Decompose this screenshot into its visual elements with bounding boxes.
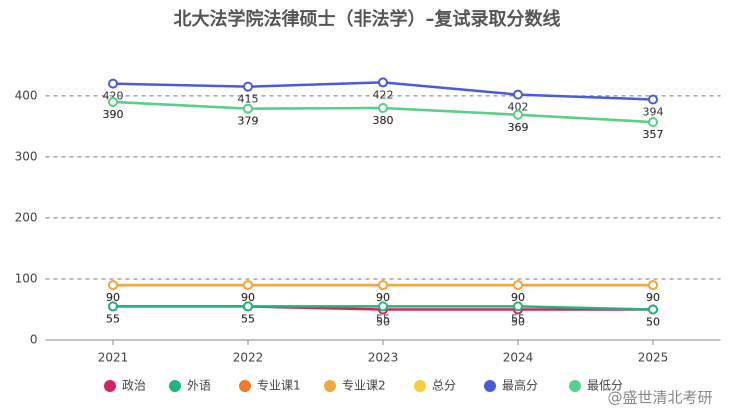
- point: [378, 103, 388, 114]
- data-label: 90: [646, 291, 660, 304]
- data-label: 379: [238, 115, 259, 128]
- x-tick-label: 2021: [98, 351, 129, 365]
- point: [108, 301, 118, 312]
- data-label: 90: [241, 291, 255, 304]
- point: [108, 96, 118, 107]
- data-label: 55: [511, 312, 525, 325]
- data-label: 50: [376, 315, 390, 328]
- data-label: 90: [106, 291, 120, 304]
- data-label: 402: [508, 101, 529, 114]
- y-tick-label: 0: [30, 333, 38, 347]
- point: [513, 301, 523, 312]
- data-label: 90: [511, 291, 525, 304]
- data-label: 90: [376, 291, 390, 304]
- data-label: 380: [373, 114, 394, 127]
- point: [378, 77, 388, 88]
- legend-swatch: [169, 380, 181, 392]
- data-label: 90: [106, 291, 120, 304]
- x-tick-label: 2023: [368, 351, 399, 365]
- data-label: 50: [646, 315, 660, 328]
- legend-swatch: [239, 380, 251, 392]
- y-tick-label: 100: [15, 271, 38, 285]
- data-label: 369: [508, 121, 529, 134]
- data-label: 55: [376, 312, 390, 325]
- data-label: 420: [103, 90, 124, 103]
- watermark: @盛世清北考研: [607, 389, 712, 407]
- chart-title: 北大法学院法律硕士（非法学）–复试录取分数线: [174, 8, 561, 30]
- legend-label: 最高分: [502, 378, 538, 393]
- point: [513, 280, 523, 291]
- data-label: 55: [106, 312, 120, 325]
- legend-label: 最低分: [587, 379, 623, 393]
- legend-swatch: [104, 380, 116, 392]
- point: [513, 89, 523, 100]
- point: [243, 280, 253, 291]
- point: [648, 280, 658, 291]
- data-label: 369: [508, 121, 529, 134]
- x-tick-label: 2022: [233, 351, 264, 365]
- x-tick-label: 2025: [638, 351, 669, 365]
- data-label: 90: [511, 291, 525, 304]
- point: [243, 81, 253, 92]
- data-label: 50: [511, 315, 525, 328]
- point: [513, 109, 523, 120]
- x-tick-label: 2024: [503, 351, 534, 365]
- point: [243, 103, 253, 114]
- point: [648, 94, 658, 105]
- data-label: 379: [238, 115, 259, 128]
- data-label: 390: [103, 108, 124, 121]
- data-label: 422: [373, 88, 394, 101]
- y-tick-label: 400: [15, 88, 38, 102]
- point: [243, 301, 253, 312]
- point: [648, 304, 658, 315]
- data-label: 90: [646, 291, 660, 304]
- data-label: 55: [241, 312, 255, 325]
- data-label: 50: [646, 315, 660, 328]
- data-label: 90: [376, 291, 390, 304]
- data-label: 394: [643, 105, 664, 118]
- y-tick-label: 200: [15, 210, 38, 224]
- legend-label: 外语: [187, 379, 211, 393]
- legend-swatch: [484, 380, 496, 392]
- legend-label: 政治: [122, 379, 146, 393]
- data-label: 90: [241, 291, 255, 304]
- legend-label: 总分: [432, 379, 456, 393]
- data-label: 415: [238, 93, 259, 106]
- data-label: 357: [643, 128, 664, 141]
- data-label: 55: [241, 312, 255, 325]
- data-label: 55: [106, 312, 120, 325]
- data-label: 357: [643, 128, 664, 141]
- data-label: 380: [373, 114, 394, 127]
- point: [378, 301, 388, 312]
- point: [378, 280, 388, 291]
- legend-label: 专业课1: [257, 378, 301, 393]
- legend-swatch: [414, 380, 426, 392]
- data-label: 390: [103, 108, 124, 121]
- point: [108, 280, 118, 291]
- legend-label: 专业课2: [342, 378, 386, 393]
- point: [108, 78, 118, 89]
- y-tick-label: 300: [15, 149, 38, 163]
- point: [648, 117, 658, 128]
- legend-swatch: [569, 380, 581, 392]
- legend-swatch: [324, 380, 336, 392]
